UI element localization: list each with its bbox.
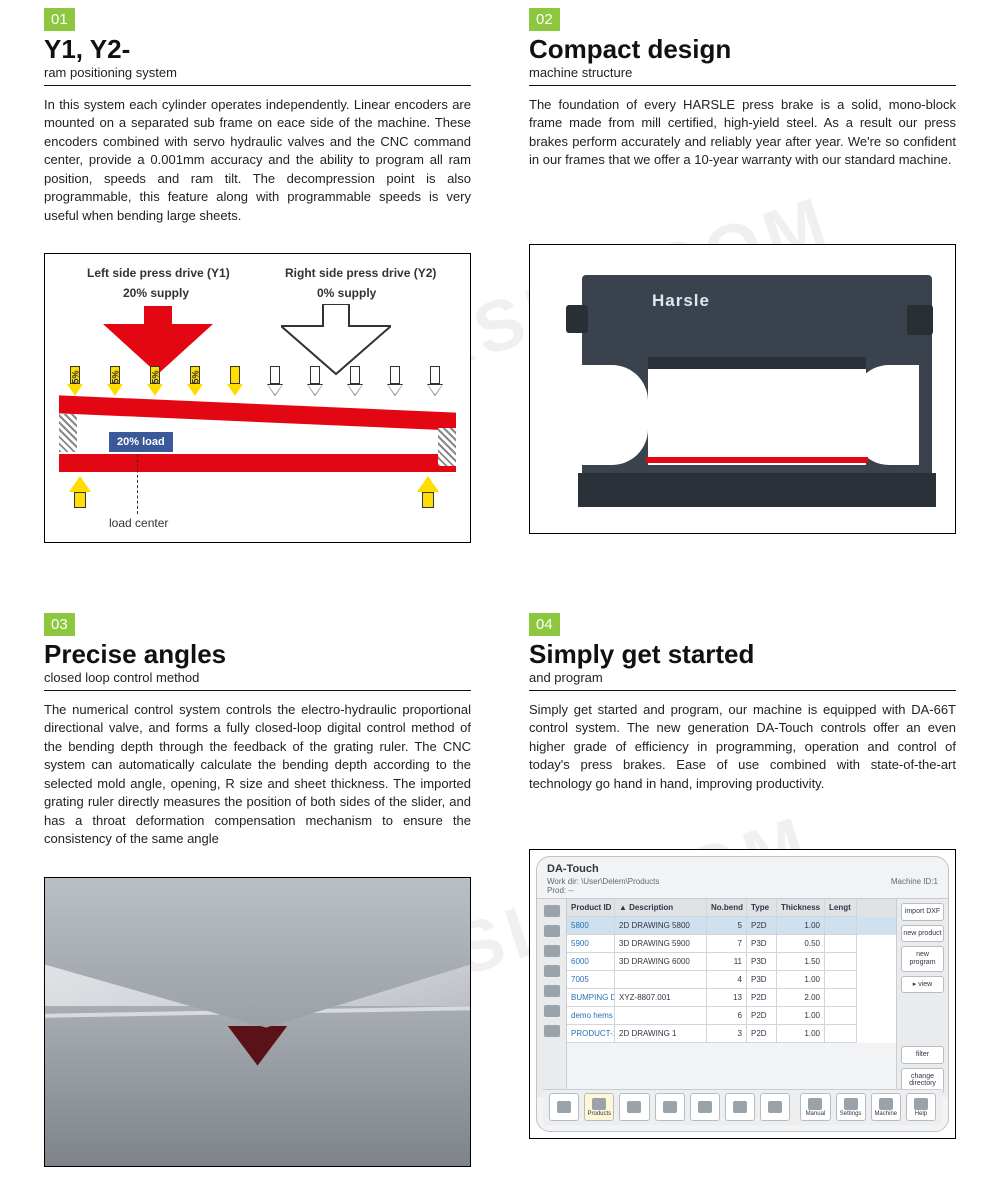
da-table-row[interactable]: demo hems6P2D1.00 bbox=[567, 1007, 896, 1025]
da-prod: Prod: -- bbox=[547, 886, 938, 895]
d1-small-white-5 bbox=[427, 366, 443, 396]
title-04: Simply get started bbox=[529, 640, 956, 670]
da-table-row[interactable]: BUMPING DEMO-001XYZ-8807.00113P2D2.00 bbox=[567, 989, 896, 1007]
da-side-button[interactable]: filter bbox=[901, 1046, 944, 1064]
title-03: Precise angles bbox=[44, 640, 471, 670]
body-01: In this system each cylinder operates in… bbox=[44, 96, 471, 225]
figure-01: Left side press drive (Y1) Right side pr… bbox=[44, 253, 471, 543]
da-machine-id: Machine ID:1 bbox=[891, 877, 938, 886]
da-table-row[interactable]: 59003D DRAWING 59007P3D0.50 bbox=[567, 935, 896, 953]
body-03: The numerical control system controls th… bbox=[44, 701, 471, 849]
machine-logo: Harsle bbox=[652, 291, 710, 311]
da-touch-screen: DA-Touch Work dir: \User\Delem\Products … bbox=[536, 856, 949, 1132]
da-side-button[interactable]: new product bbox=[901, 925, 944, 943]
badge-04: 04 bbox=[529, 613, 560, 636]
d1-right-supply: 0% supply bbox=[317, 286, 376, 300]
da-toolbar-button[interactable] bbox=[655, 1093, 685, 1121]
machine-illustration: Harsle bbox=[542, 257, 943, 521]
feature-02: 02 Compact design machine structure The … bbox=[529, 8, 956, 543]
figure-02: Harsle bbox=[529, 244, 956, 534]
d1-up-2 bbox=[417, 476, 439, 508]
subtitle-01: ram positioning system bbox=[44, 65, 471, 86]
d1-dash bbox=[137, 454, 138, 514]
body-02: The foundation of every HARSLE press bra… bbox=[529, 96, 956, 216]
da-toolbar-button[interactable] bbox=[725, 1093, 755, 1121]
d1-small-white-3 bbox=[347, 366, 363, 396]
da-left-icons bbox=[537, 899, 567, 1097]
d1-beam-bottom bbox=[59, 454, 456, 472]
da-toolbar-button[interactable] bbox=[760, 1093, 790, 1121]
d1-small-yellow-5 bbox=[227, 366, 243, 396]
da-toolbar-button[interactable]: Machine bbox=[871, 1093, 901, 1121]
body-04: Simply get started and program, our mach… bbox=[529, 701, 956, 821]
da-table-row[interactable]: 58002D DRAWING 58005P2D1.00 bbox=[567, 917, 896, 935]
da-table-header: Product ID ▲ Description No.bend Type Th… bbox=[567, 899, 896, 917]
d1-beam-top bbox=[59, 395, 456, 430]
subtitle-02: machine structure bbox=[529, 65, 956, 86]
da-toolbar-button[interactable]: Settings bbox=[836, 1093, 866, 1121]
d1-pct-1: 5% bbox=[71, 371, 81, 384]
figure-03 bbox=[44, 877, 471, 1167]
d1-hatch-right bbox=[438, 428, 456, 466]
d1-load-box: 20% load bbox=[109, 432, 173, 452]
d1-left-label: Left side press drive (Y1) bbox=[87, 266, 230, 280]
da-toolbar-button[interactable] bbox=[690, 1093, 720, 1121]
da-side-buttons: import DXF new product new program ▸ view fi… bbox=[896, 899, 948, 1097]
d1-small-white-4 bbox=[387, 366, 403, 396]
subtitle-03: closed loop control method bbox=[44, 670, 471, 691]
d1-white-arrow bbox=[281, 304, 391, 376]
da-table-row[interactable]: 70054P3D1.00 bbox=[567, 971, 896, 989]
da-toolbar-button[interactable] bbox=[549, 1093, 579, 1121]
da-side-button[interactable]: new program bbox=[901, 946, 944, 971]
da-table: Product ID ▲ Description No.bend Type Th… bbox=[567, 899, 896, 1097]
feature-01: 01 Y1, Y2- ram positioning system In thi… bbox=[44, 8, 471, 543]
feature-03: 03 Precise angles closed loop control me… bbox=[44, 613, 471, 1167]
da-table-row[interactable]: 60003D DRAWING 600011P3D1.50 bbox=[567, 953, 896, 971]
title-01: Y1, Y2- bbox=[44, 35, 471, 65]
da-toolbar-button[interactable]: Manual bbox=[800, 1093, 830, 1121]
d1-small-white-2 bbox=[307, 366, 323, 396]
da-path: Work dir: \User\Delem\Products bbox=[547, 877, 659, 886]
figure-04: DA-Touch Work dir: \User\Delem\Products … bbox=[529, 849, 956, 1139]
da-table-row[interactable]: PRODUCT-12D DRAWING 13P2D1.00 bbox=[567, 1025, 896, 1043]
d1-pct-3: 5% bbox=[151, 371, 161, 384]
d1-pct-2: 5% bbox=[111, 371, 121, 384]
da-toolbar-button[interactable] bbox=[619, 1093, 649, 1121]
d1-right-label: Right side press drive (Y2) bbox=[285, 266, 436, 280]
d1-small-white-1 bbox=[267, 366, 283, 396]
d1-left-supply: 20% supply bbox=[123, 286, 189, 300]
d1-load-center: load center bbox=[109, 516, 168, 530]
d1-up-1 bbox=[69, 476, 91, 508]
badge-03: 03 bbox=[44, 613, 75, 636]
da-toolbar: Products ManualSettingsMachineHelp bbox=[543, 1089, 942, 1125]
subtitle-04: and program bbox=[529, 670, 956, 691]
da-side-button[interactable]: ▸ view bbox=[901, 976, 944, 994]
feature-grid: 01 Y1, Y2- ram positioning system In thi… bbox=[0, 8, 1000, 1167]
title-02: Compact design bbox=[529, 35, 956, 65]
d1-hatch-left bbox=[59, 414, 77, 452]
da-toolbar-button[interactable]: Products bbox=[584, 1093, 614, 1121]
badge-01: 01 bbox=[44, 8, 75, 31]
da-side-button[interactable]: import DXF bbox=[901, 903, 944, 921]
badge-02: 02 bbox=[529, 8, 560, 31]
da-toolbar-button[interactable]: Help bbox=[906, 1093, 936, 1121]
feature-04: 04 Simply get started and program Simply… bbox=[529, 613, 956, 1167]
d1-pct-4: 5% bbox=[191, 371, 201, 384]
da-title: DA-Touch bbox=[547, 863, 938, 875]
